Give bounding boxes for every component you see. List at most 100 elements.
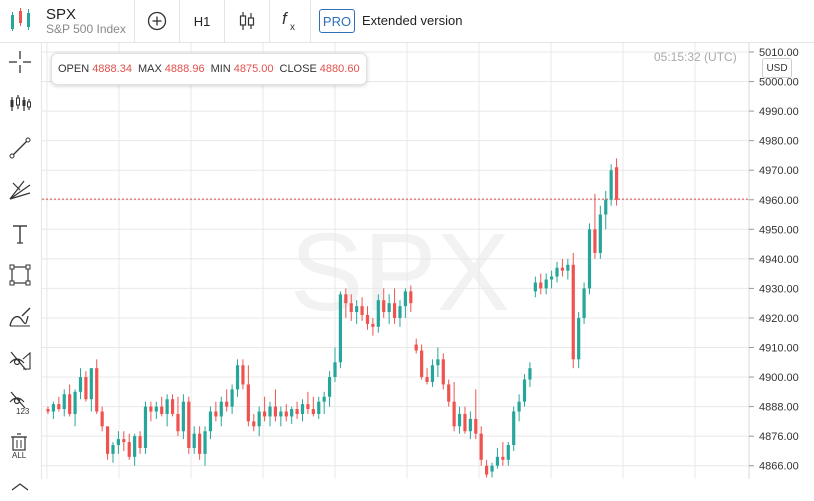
fib-fan-icon: [9, 180, 31, 200]
candle: [495, 447, 500, 469]
candle-body: [485, 465, 489, 475]
chart-type-button[interactable]: [225, 0, 269, 42]
price-axis[interactable]: 4866.00 4876.00 4888.00 4900.00 4910.00 4920.…: [749, 47, 799, 473]
candle-body: [290, 409, 294, 417]
candle-body: [241, 365, 245, 385]
brush-tool[interactable]: [5, 303, 35, 333]
candles-tool[interactable]: [5, 88, 35, 118]
candle-body: [533, 282, 537, 292]
candle-body: [268, 406, 272, 417]
divider: [224, 0, 225, 42]
candle: [57, 396, 61, 412]
candle-body: [170, 399, 175, 414]
candle-body: [62, 394, 66, 410]
candle-body: [165, 399, 169, 414]
candle: [68, 384, 72, 417]
add-indicator-button[interactable]: [135, 0, 179, 42]
svg-text:x: x: [290, 22, 295, 33]
candle-body: [349, 303, 353, 313]
crosshair-tool[interactable]: [5, 47, 35, 77]
candle-body: [571, 264, 575, 360]
candle: [181, 394, 185, 440]
candle-body: [598, 214, 602, 253]
candle-body: [355, 306, 359, 313]
fib-fan-tool[interactable]: [5, 176, 35, 206]
candle: [198, 426, 202, 460]
candle-body: [203, 431, 207, 454]
trendline-icon: [9, 137, 31, 159]
open-label: OPEN: [58, 63, 90, 75]
price-tick-label: 4960.00: [759, 195, 799, 207]
hide-drawings-tool[interactable]: [5, 346, 35, 376]
candle-body: [468, 418, 472, 432]
top-toolbar: SPX S&P 500 Index H1 f x PRO Extended ve…: [0, 0, 814, 43]
candle: [133, 433, 137, 466]
extended-version-link[interactable]: Extended version: [362, 13, 463, 28]
candle: [95, 359, 99, 414]
symbol-ticker[interactable]: SPX: [46, 6, 77, 23]
candle: [522, 374, 527, 407]
candle: [344, 288, 348, 318]
candle-body: [593, 229, 597, 253]
price-tick-label: 4990.00: [759, 106, 799, 118]
candle: [306, 391, 310, 414]
candle-body: [235, 365, 240, 390]
candle: [506, 442, 510, 466]
pro-badge[interactable]: PRO: [319, 9, 355, 33]
candle: [170, 394, 175, 417]
candle-body: [154, 406, 158, 412]
rectangle-tool[interactable]: [5, 260, 35, 290]
candle-body: [198, 433, 202, 454]
candle: [577, 312, 581, 369]
candle-body: [252, 421, 256, 427]
trendline-tool[interactable]: [5, 133, 35, 163]
candle-body: [138, 436, 142, 448]
candle-body: [73, 391, 77, 414]
drawing-toolbar: 123 ALL: [0, 43, 42, 491]
currency-button[interactable]: USD: [762, 58, 792, 78]
hide-labels-tool[interactable]: 123: [5, 388, 35, 418]
price-chart[interactable]: SPX 4866.004876.004888.004900.004910.004…: [0, 0, 814, 479]
candle-body: [263, 411, 267, 417]
text-tool[interactable]: [5, 219, 35, 249]
candle-body: [604, 199, 608, 215]
candle: [111, 442, 115, 463]
candle: [122, 431, 126, 451]
candles: [46, 158, 619, 478]
svg-text:ALL: ALL: [12, 451, 27, 459]
candle-body: [414, 344, 418, 351]
candle-body: [490, 465, 494, 472]
candle: [192, 426, 196, 454]
candle: [230, 384, 234, 414]
candle-body: [398, 306, 402, 318]
svg-text:123: 123: [16, 407, 30, 416]
interval-button[interactable]: H1: [193, 13, 211, 29]
candle-body: [555, 267, 559, 277]
candle: [414, 338, 418, 354]
candle: [604, 190, 608, 230]
min-value: 4875.00: [233, 63, 274, 75]
candle: [549, 270, 554, 289]
hide-labels-icon: 123: [9, 391, 30, 416]
candle: [138, 431, 142, 454]
candle: [371, 317, 375, 336]
candle: [349, 294, 353, 321]
candle: [512, 406, 516, 451]
text-icon: [13, 225, 27, 244]
price-tick-label: 5000.00: [759, 77, 799, 89]
candle: [322, 391, 326, 414]
candle: [441, 353, 445, 390]
candle: [479, 426, 483, 466]
candle: [392, 288, 397, 324]
candle: [555, 261, 559, 283]
candle-body: [495, 456, 500, 466]
indicators-button[interactable]: f x: [270, 0, 310, 42]
candle: [290, 406, 294, 424]
candle-body: [225, 401, 229, 407]
candle: [528, 362, 532, 387]
candle: [452, 381, 456, 432]
candle: [46, 406, 50, 414]
delete-all-tool[interactable]: ALL: [5, 431, 35, 461]
candle-body: [344, 294, 348, 304]
candle: [355, 300, 359, 324]
